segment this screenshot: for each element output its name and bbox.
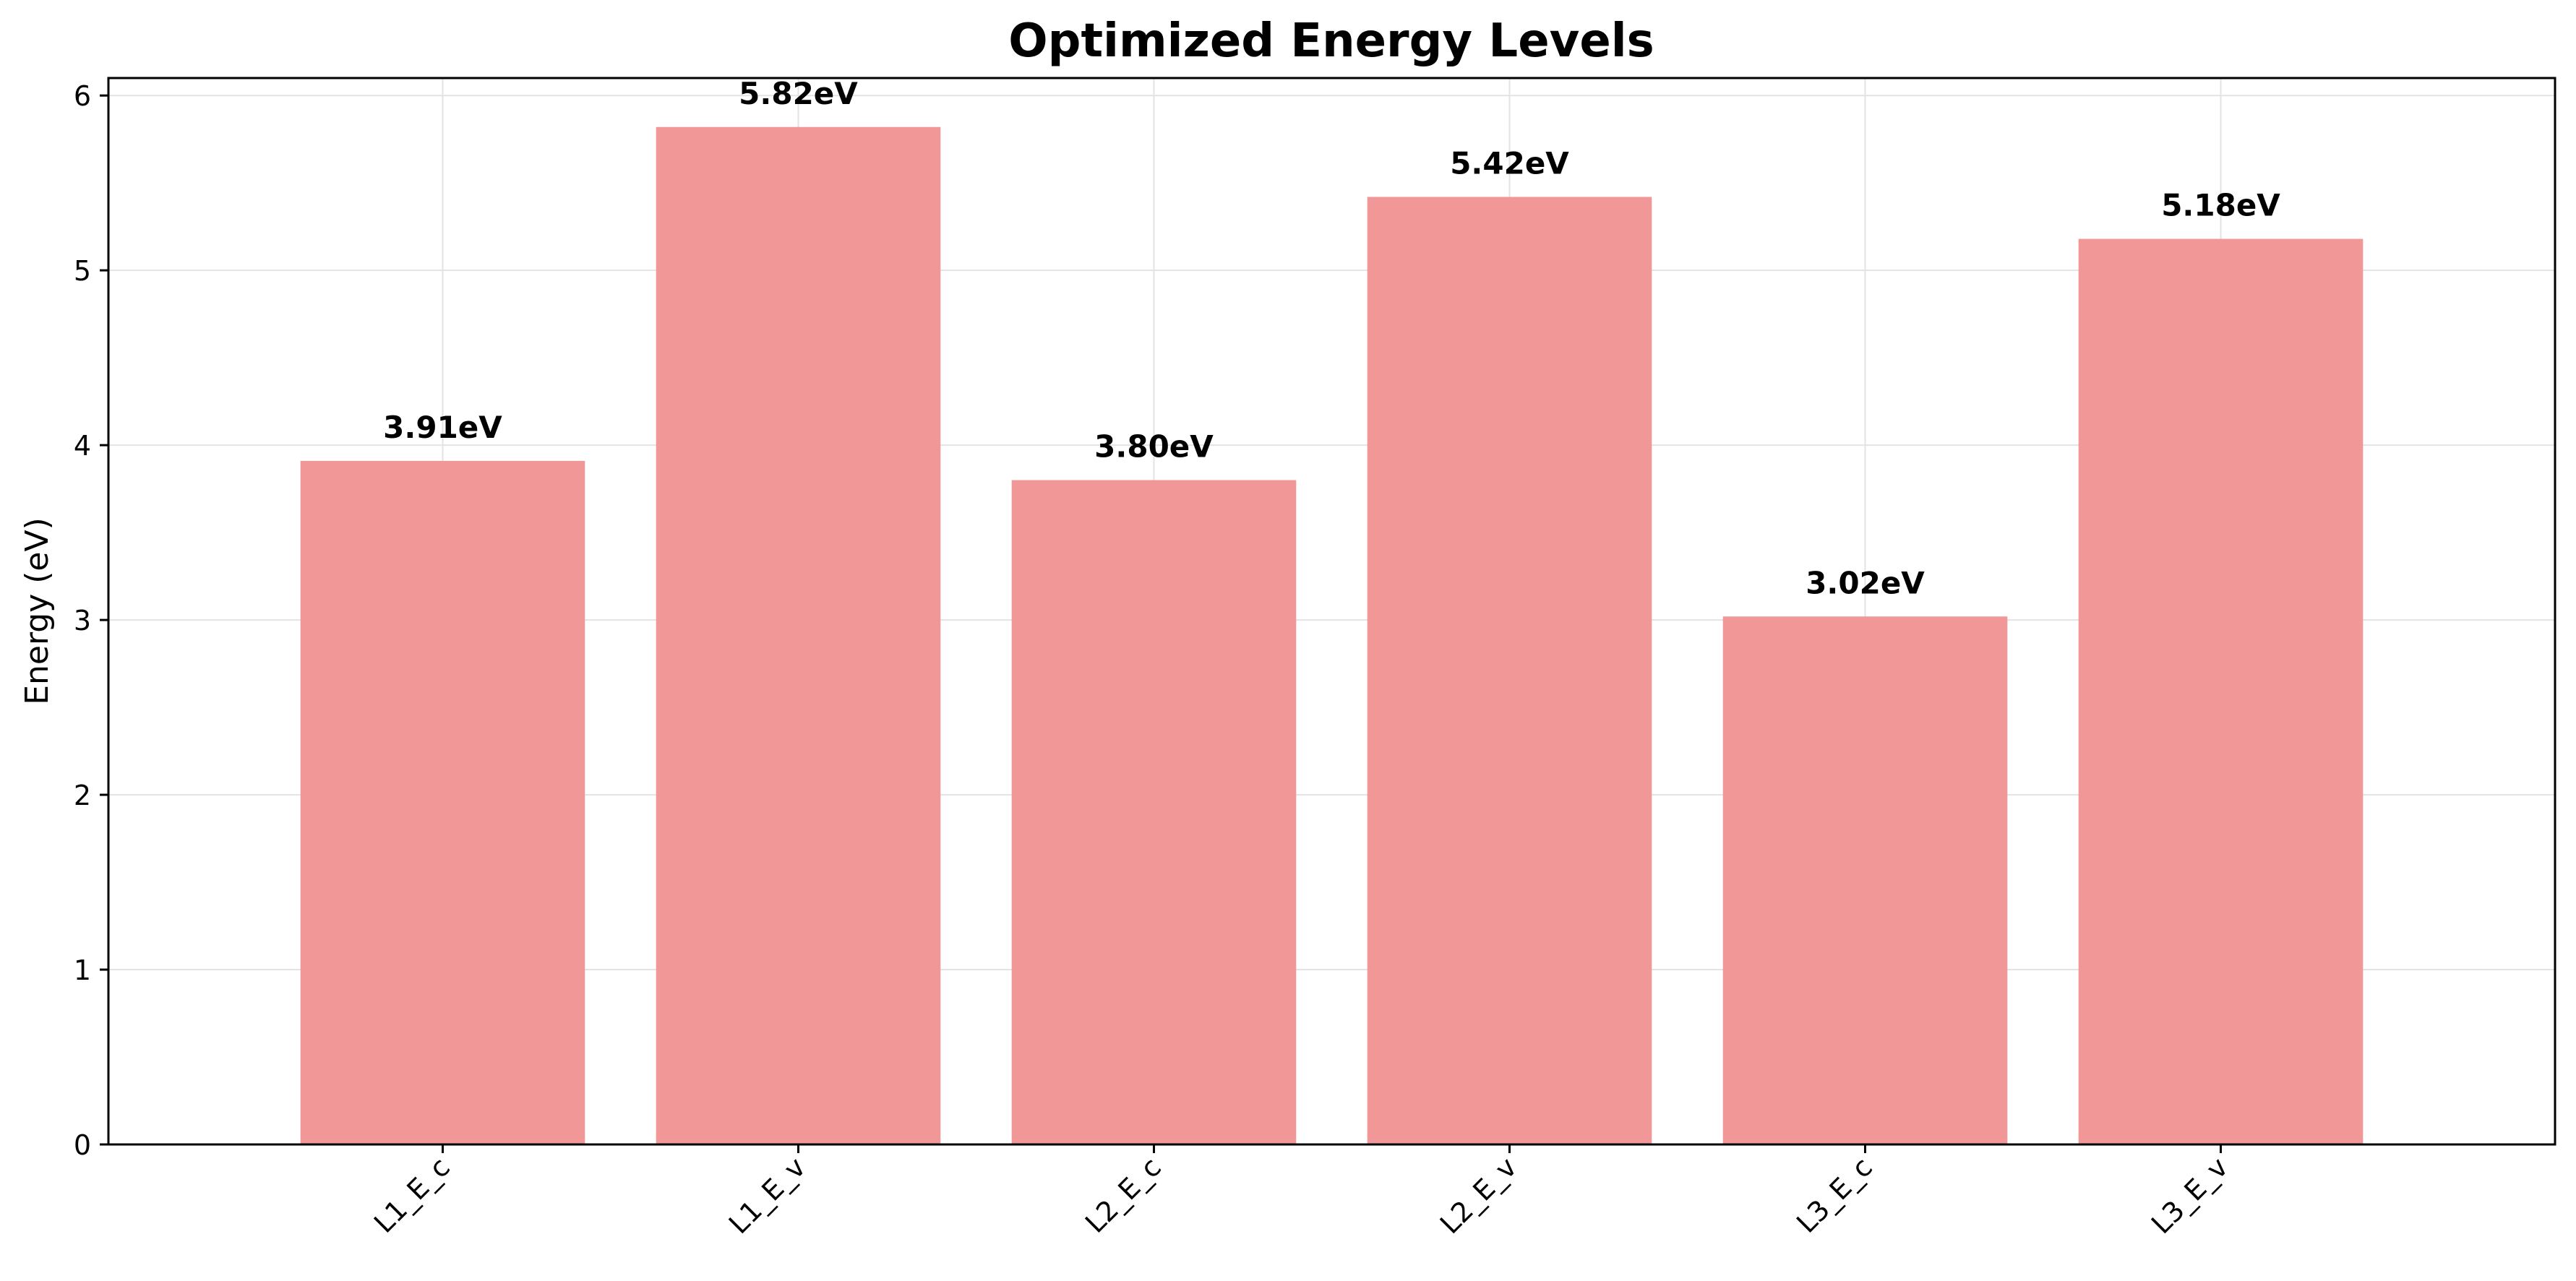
- y-tick-label: 0: [74, 1129, 91, 1161]
- data-label-L2_E_v: 5.42eV: [1450, 146, 1569, 181]
- y-tick-label: 4: [74, 430, 91, 462]
- y-axis-ticks: 0 1 2 3 4 5 6: [74, 80, 108, 1161]
- bar-L1_E_c: [300, 460, 585, 1144]
- bar-L1_E_v: [656, 126, 941, 1144]
- data-labels: 3.91eV 5.82eV 3.80eV 5.42eV 3.02eV 5.18eV: [383, 76, 2280, 601]
- y-tick-label: 3: [74, 605, 91, 637]
- plot-frame: [107, 77, 2556, 1146]
- y-tick-label: 6: [74, 80, 91, 112]
- bar-L2_E_v: [1367, 197, 1652, 1144]
- bar-L2_E_c: [1011, 480, 1297, 1144]
- y-tick-label: 2: [74, 780, 91, 811]
- data-label-L2_E_c: 3.80eV: [1094, 429, 1214, 465]
- y-tick-label: 1: [74, 954, 91, 986]
- data-label-L3_E_v: 5.18eV: [2161, 188, 2280, 223]
- data-label-L1_E_v: 5.82eV: [739, 76, 858, 111]
- data-label-L1_E_c: 3.91eV: [383, 410, 502, 445]
- chart-title: Optimized Energy Levels: [1008, 14, 1654, 68]
- bars: [300, 126, 2364, 1144]
- y-axis-label: Energy (eV): [19, 517, 56, 705]
- bar-L3_E_v: [2078, 238, 2364, 1144]
- y-tick-label: 5: [74, 255, 91, 287]
- bar-L3_E_c: [1722, 616, 2008, 1144]
- data-label-L3_E_c: 3.02eV: [1806, 565, 1925, 600]
